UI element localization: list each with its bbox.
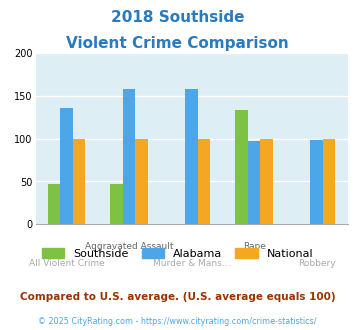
Bar bbox=[60, 108, 73, 224]
Bar bbox=[323, 139, 335, 224]
Text: Compared to U.S. average. (U.S. average equals 100): Compared to U.S. average. (U.S. average … bbox=[20, 292, 335, 302]
Bar bbox=[136, 139, 148, 224]
Text: Rape: Rape bbox=[243, 242, 266, 250]
Bar bbox=[310, 140, 323, 224]
Text: Robbery: Robbery bbox=[298, 259, 335, 268]
Bar bbox=[48, 184, 60, 224]
Text: 2018 Southside: 2018 Southside bbox=[111, 10, 244, 25]
Text: All Violent Crime: All Violent Crime bbox=[29, 259, 105, 268]
Legend: Southside, Alabama, National: Southside, Alabama, National bbox=[37, 244, 318, 263]
Bar bbox=[185, 89, 198, 224]
Bar bbox=[123, 89, 136, 224]
Bar bbox=[235, 110, 248, 224]
Bar bbox=[248, 141, 261, 224]
Text: Violent Crime Comparison: Violent Crime Comparison bbox=[66, 36, 289, 51]
Bar bbox=[73, 139, 86, 224]
Text: Aggravated Assault: Aggravated Assault bbox=[85, 242, 174, 250]
Bar bbox=[261, 139, 273, 224]
Bar bbox=[110, 184, 123, 224]
Text: © 2025 CityRating.com - https://www.cityrating.com/crime-statistics/: © 2025 CityRating.com - https://www.city… bbox=[38, 317, 317, 326]
Text: Murder & Mans...: Murder & Mans... bbox=[153, 259, 230, 268]
Bar bbox=[198, 139, 211, 224]
